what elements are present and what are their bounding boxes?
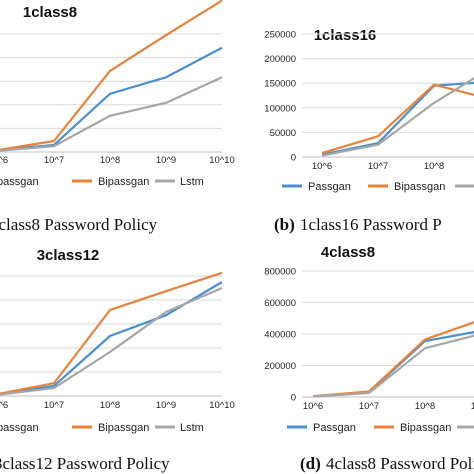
- caption-label: (d): [300, 454, 321, 473]
- figure-caption: 3class12 Password Policy: [0, 454, 170, 473]
- series-line-bipassgan: [321, 83, 474, 155]
- series-line-lstm: [321, 76, 474, 157]
- series-line-passgan: [0, 46, 223, 151]
- legend-label: Bipassgan: [98, 176, 149, 188]
- x-tick-label: 10^9: [156, 155, 176, 166]
- y-tick-label: 100000: [264, 103, 296, 114]
- series-line-passgan: [312, 331, 474, 398]
- x-tick-label: 10^8: [100, 155, 120, 166]
- legend-label: Lstm: [180, 176, 204, 188]
- x-tick-label: 10^6: [303, 401, 323, 412]
- chart-1class16: 1class16 0 50000 100000 150000 200000 250000 1…: [264, 27, 474, 234]
- y-tick-label: 400000: [264, 330, 296, 341]
- chart-title: 3class12: [37, 247, 100, 264]
- x-tick-label: 10^9: [156, 400, 176, 411]
- y-tick-label: 250000: [264, 30, 296, 41]
- x-tick-label: 10^7: [359, 401, 379, 412]
- x-tick-label: 10^7: [368, 161, 388, 172]
- chart-1class8: 1class8 10^6 10^7 10^8 10^9 10^10 passgan Bipa…: [0, 0, 235, 234]
- y-tick-label: 0: [291, 153, 296, 164]
- chart-title: 4class8: [321, 244, 375, 261]
- legend-label: Bipassgan: [98, 422, 149, 434]
- figure-caption: 1class8 Password Policy: [0, 215, 158, 234]
- series-line-passgan: [0, 281, 223, 395]
- y-tick-label: 200000: [264, 54, 296, 65]
- legend-label: passgan: [0, 422, 39, 434]
- chart-title: 1class8: [23, 4, 77, 21]
- x-tick-label: 10^8: [100, 400, 120, 411]
- x-tick-label: 10^7: [44, 155, 64, 166]
- legend-label: passgan: [0, 176, 39, 188]
- x-tick-label: 10^6: [0, 155, 8, 166]
- figure-caption: 1class16 Password P: [300, 215, 442, 234]
- x-tick-label: 10^10: [209, 155, 235, 166]
- y-tick-label: 0: [291, 393, 296, 404]
- legend-label: Passgan: [308, 181, 351, 193]
- x-tick-label: 10^9: [471, 401, 474, 412]
- series-line-bipassgan: [0, 271, 223, 395]
- series-line-bipassgan: [0, 0, 223, 151]
- legend-label: Bipassgan: [400, 422, 451, 434]
- figure-caption: 4class8 Password Poli: [326, 454, 474, 473]
- series-line-passgan: [321, 81, 474, 156]
- legend-label: Bipassgan: [394, 181, 445, 193]
- y-tick-label: 800000: [264, 267, 296, 278]
- legend-label: Passgan: [313, 422, 356, 434]
- legend-label: Lstm: [180, 422, 204, 434]
- x-tick-label: 10^7: [44, 400, 64, 411]
- chart-3class12: 3class12 10^6 10^7 10^8 10^9 10^10 passgan Bip…: [0, 247, 235, 473]
- series-line-lstm: [0, 76, 223, 152]
- chart-title: 1class16: [314, 27, 377, 44]
- x-tick-label: 10^6: [312, 161, 332, 172]
- series-line-lstm: [0, 286, 223, 396]
- x-tick-label: 10^6: [0, 400, 8, 411]
- series-line-lstm: [312, 334, 474, 398]
- chart-4class8: 4class8 0 200000 400000 600000 800000 10^6 10^…: [264, 244, 474, 473]
- y-tick-label: 50000: [270, 128, 296, 139]
- caption-label: (b): [274, 215, 295, 234]
- x-tick-label: 10^10: [209, 400, 235, 411]
- x-tick-label: 10^8: [415, 401, 435, 412]
- y-tick-label: 200000: [264, 361, 296, 372]
- x-tick-label: 10^8: [424, 161, 444, 172]
- y-tick-label: 600000: [264, 298, 296, 309]
- series-line-bipassgan: [312, 321, 474, 398]
- y-tick-label: 150000: [264, 79, 296, 90]
